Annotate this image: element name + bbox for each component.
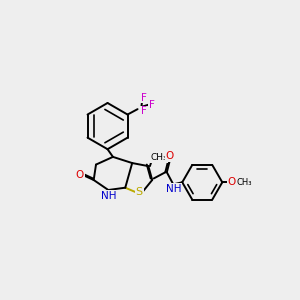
Text: O: O — [76, 169, 84, 180]
Text: O: O — [227, 177, 236, 187]
Text: F: F — [141, 106, 147, 116]
Text: F: F — [149, 100, 155, 110]
Text: CH₃: CH₃ — [236, 178, 252, 187]
Text: F: F — [141, 93, 147, 103]
Text: NH: NH — [100, 191, 116, 201]
Text: O: O — [166, 151, 174, 161]
Text: S: S — [136, 187, 143, 197]
Text: NH: NH — [166, 184, 182, 194]
Text: CH₃: CH₃ — [151, 153, 167, 162]
